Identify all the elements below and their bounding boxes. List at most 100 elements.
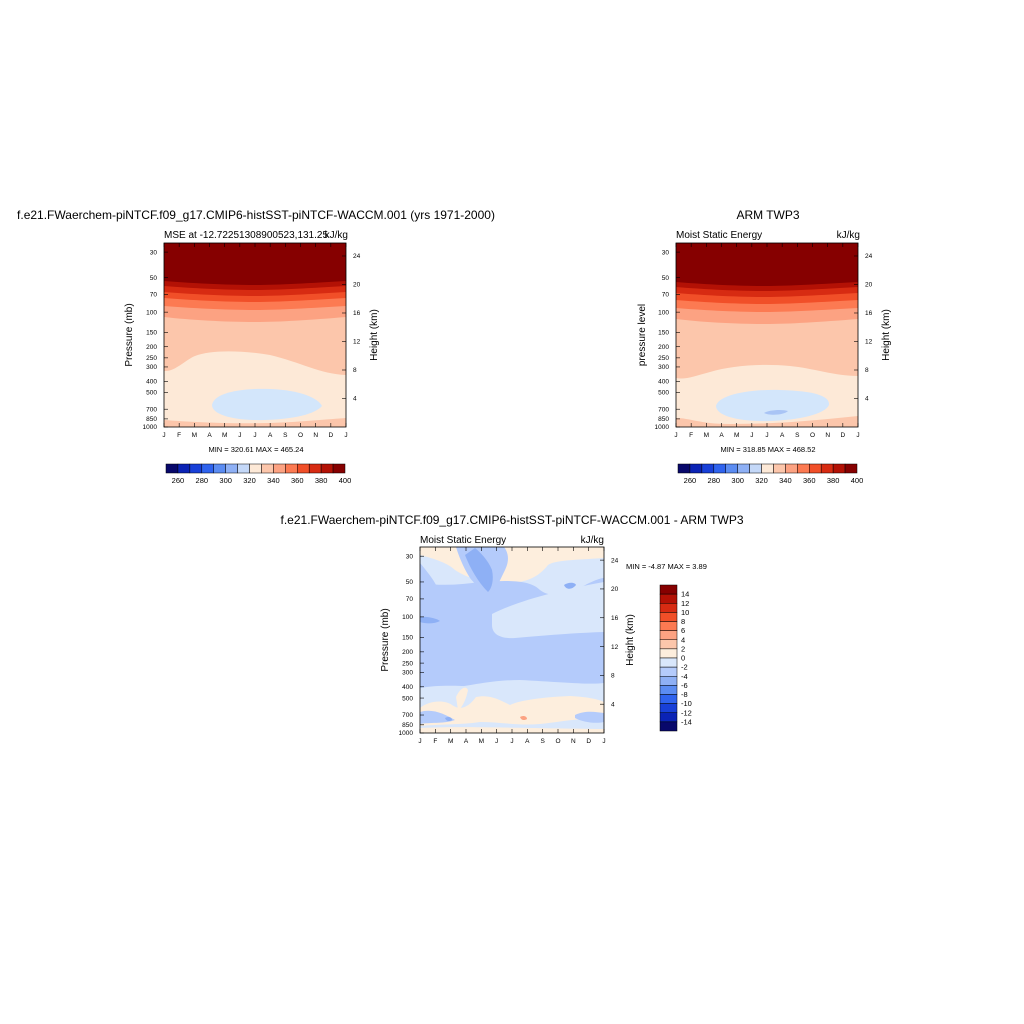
contour-band-400: [164, 243, 346, 285]
colorbar-box: [285, 463, 298, 474]
y-tick-label: 500: [658, 390, 669, 397]
contour-band-pos-dot: [520, 715, 527, 721]
y-tick-label: 400: [402, 684, 413, 691]
colorbar-label: 300: [219, 476, 232, 485]
contour-band-neg4: [465, 548, 493, 592]
colorbar-label: -12: [681, 708, 692, 717]
colorbar-box: [701, 463, 715, 474]
contour-band-neg4-left: [420, 616, 440, 624]
colorbar-label: 2: [681, 644, 685, 653]
colorbar-box: [249, 463, 262, 474]
y-tick-label: 200: [402, 649, 413, 656]
colorbar-label: -10: [681, 699, 692, 708]
panel-model: f.e21.FWaerchem-piNTCF.f09_g17.CMIP6-his…: [17, 208, 495, 485]
colorbar-box: [320, 463, 334, 474]
colorbar-box: [659, 612, 678, 622]
y-tick-label: 300: [658, 364, 669, 371]
x-tick-label: F: [177, 432, 181, 439]
panel-diff-contours: [420, 547, 604, 733]
y2-tick-label: 12: [611, 644, 619, 651]
x-tick-label: J: [253, 432, 256, 439]
x-tick-label: O: [298, 432, 303, 439]
panel-model-title: f.e21.FWaerchem-piNTCF.f09_g17.CMIP6-his…: [17, 208, 495, 222]
y-tick-label: 30: [406, 553, 414, 560]
x-tick-label: M: [479, 738, 484, 745]
colorbar-box: [785, 463, 798, 474]
colorbar-label: 380: [315, 476, 328, 485]
colorbar-box: [261, 463, 274, 474]
colorbar-box: [797, 463, 810, 474]
panel-model-subtitle-left: MSE at -12.72251308900523,131.25: [164, 230, 328, 241]
colorbar-box: [737, 463, 750, 474]
panel-obs-colorbar: 260 280 300 320 340 360 380 400: [677, 463, 863, 485]
colorbar-box: [713, 463, 726, 474]
y-tick-label: 1000: [399, 730, 414, 737]
y-tick-label: 250: [146, 355, 157, 362]
colorbar-label: 360: [291, 476, 304, 485]
x-tick-label: N: [313, 432, 318, 439]
colorbar-box: [659, 676, 678, 686]
colorbar-box: [689, 463, 703, 474]
colorbar-label: -6: [681, 681, 688, 690]
colorbar-label: 340: [267, 476, 280, 485]
colorbar-label: 300: [731, 476, 744, 485]
y-tick-label: 70: [406, 596, 414, 603]
panel-model-ylabel: Pressure (mb): [124, 303, 135, 366]
y-tick-label: 70: [662, 292, 670, 299]
x-tick-label: J: [162, 432, 165, 439]
x-tick-label: O: [810, 432, 815, 439]
x-tick-label: J: [510, 738, 513, 745]
x-tick-label: J: [418, 738, 421, 745]
colorbar-label: 280: [196, 476, 209, 485]
panel-diff-y2label: Height (km): [625, 614, 636, 666]
colorbar-box: [659, 603, 678, 613]
y2-tick-label: 8: [865, 367, 869, 374]
colorbar-label: -8: [681, 690, 688, 699]
x-tick-label: N: [825, 432, 830, 439]
panel-diff-subtitle-left: Moist Static Energy: [420, 535, 506, 546]
x-tick-label: J: [344, 432, 347, 439]
y-tick-label: 250: [402, 660, 413, 667]
x-tick-label: A: [268, 432, 273, 439]
panel-obs-subtitle-left: Moist Static Energy: [676, 230, 762, 241]
colorbar-label: 12: [681, 599, 689, 608]
contour-band-400: [676, 243, 858, 286]
colorbar-box: [659, 712, 678, 723]
y-tick-label: 250: [658, 355, 669, 362]
colorbar-label: 340: [779, 476, 792, 485]
y-tick-label: 700: [402, 712, 413, 719]
colorbar-label: 260: [172, 476, 185, 485]
x-tick-label: F: [689, 432, 693, 439]
contour-band-neg2-lower: [420, 710, 455, 724]
colorbar-label: 280: [708, 476, 721, 485]
y-tick-label: 400: [658, 378, 669, 385]
colorbar-label: 380: [827, 476, 840, 485]
x-tick-label: O: [555, 738, 560, 745]
colorbar-box: [201, 463, 214, 474]
panel-model-subtitle-right: kJ/kg: [325, 230, 348, 241]
colorbar-box: [273, 463, 286, 474]
y-tick-label: 50: [150, 275, 158, 282]
contour-band-light-upper: [492, 582, 604, 639]
x-tick-label: M: [734, 432, 739, 439]
y2-tick-label: 8: [353, 367, 357, 374]
colorbar-box: [809, 463, 822, 474]
contour-band-neg2-lowright: [575, 711, 604, 723]
colorbar-box: [820, 463, 834, 474]
y-tick-label: 100: [402, 614, 413, 621]
colorbar-box: [659, 584, 678, 595]
x-tick-label: A: [780, 432, 785, 439]
colorbar-box: [773, 463, 786, 474]
y-tick-label: 50: [662, 275, 670, 282]
colorbar-box: [189, 463, 203, 474]
colorbar-box: [832, 463, 846, 474]
x-tick-label: J: [602, 738, 605, 745]
y-tick-label: 1000: [143, 424, 158, 431]
contour-band-pos-lower: [420, 696, 604, 726]
x-tick-label: A: [719, 432, 724, 439]
y-tick-label: 200: [146, 344, 157, 351]
colorbar-label: -4: [681, 672, 688, 681]
y2-tick-label: 4: [865, 396, 869, 403]
y2-tick-label: 12: [865, 339, 873, 346]
